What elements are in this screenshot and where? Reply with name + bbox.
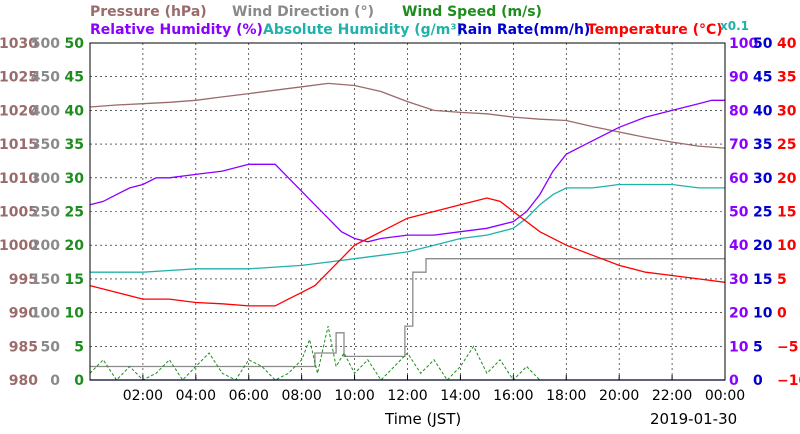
legend-pressure: Pressure (hPa) — [90, 4, 207, 20]
y-tick-pressure: 1020 — [0, 103, 38, 119]
y-tick-pressure: 990 — [9, 306, 38, 322]
x-axis-ticks: 02:00 04:00 06:00 08:00 10:00 12:00 14:00 16:00… — [123, 375, 745, 404]
x-tick-label: 16:00 — [493, 388, 533, 404]
y-tick-temperature: −5 — [777, 339, 798, 355]
x-tick-label: 00:00 — [705, 388, 745, 404]
y-tick-temperature: 5 — [777, 272, 787, 288]
y-tick-rain_rate: 30 — [753, 171, 773, 187]
legend-temperature: Temperature (°C) — [587, 22, 723, 38]
y-tick-humidity: 80 — [729, 103, 749, 119]
y-tick-rain_rate: 10 — [753, 306, 773, 322]
y-tick-rain_rate: 35 — [753, 137, 772, 153]
y-tick-pressure: 1025 — [0, 70, 38, 86]
y-tick-rain_rate: 20 — [753, 238, 773, 254]
x-tick-label: 12:00 — [387, 388, 427, 404]
x-tick-label: 10:00 — [334, 388, 374, 404]
y-tick-wind_direction: 0 — [50, 373, 60, 389]
y-tick-wind_speed: 30 — [65, 171, 85, 187]
y-tick-temperature: 15 — [777, 205, 796, 221]
y-tick-humidity: 40 — [729, 238, 749, 254]
x-tick-label: 08:00 — [281, 388, 321, 404]
y-tick-pressure: 1030 — [0, 36, 38, 52]
y-tick-wind_direction: 450 — [31, 70, 60, 86]
y-tick-wind_direction: 100 — [31, 306, 60, 322]
y-tick-wind_direction: 200 — [31, 238, 60, 254]
y-tick-wind_speed: 45 — [65, 70, 84, 86]
series-absolute-humidity-g-m — [90, 183, 725, 273]
y-tick-temperature: 10 — [777, 238, 797, 254]
x-tick-label: 22:00 — [652, 388, 692, 404]
y-tick-humidity: 60 — [729, 171, 749, 187]
y-tick-rain_rate: 50 — [753, 36, 773, 52]
series-layer — [89, 82, 726, 381]
left-axes: 1030102510201015101010051000995990985980… — [0, 36, 84, 389]
y-tick-wind_speed: 5 — [74, 339, 84, 355]
y-tick-humidity: 20 — [729, 306, 749, 322]
y-tick-pressure: 995 — [9, 272, 38, 288]
y-tick-rain_rate: 15 — [753, 272, 772, 288]
y-tick-wind_direction: 300 — [31, 171, 60, 187]
legend-rain-rate: Rain Rate(mm/h) — [457, 22, 590, 38]
y-tick-pressure: 1005 — [0, 205, 38, 221]
y-tick-temperature: −10 — [777, 373, 800, 389]
y-tick-temperature: 25 — [777, 137, 796, 153]
legend-absolute-humidity: Absolute Humidity (g/m³) — [263, 22, 463, 38]
y-tick-wind_speed: 40 — [65, 103, 85, 119]
y-tick-wind_speed: 35 — [65, 137, 84, 153]
y-tick-wind_speed: 50 — [65, 36, 85, 52]
y-tick-wind_direction: 250 — [31, 205, 60, 221]
y-tick-humidity: 100 — [729, 36, 758, 52]
y-tick-wind_speed: 10 — [65, 306, 85, 322]
y-tick-pressure: 980 — [9, 373, 38, 389]
y-tick-temperature: 40 — [777, 36, 797, 52]
y-tick-rain_rate: 25 — [753, 205, 772, 221]
x-axis-label: Time (JST) — [384, 410, 461, 428]
y-tick-wind_speed: 15 — [65, 272, 84, 288]
date-label: 2019-01-30 — [650, 410, 737, 428]
series-relative-humidity — [89, 99, 725, 243]
x-tick-label: 02:00 — [123, 388, 163, 404]
series-temperature-c — [89, 197, 726, 307]
y-tick-wind_direction: 150 — [31, 272, 60, 288]
y-tick-temperature: 20 — [777, 171, 797, 187]
y-tick-pressure: 1000 — [0, 238, 38, 254]
y-tick-wind_direction: 500 — [31, 36, 60, 52]
x-tick-label: 04:00 — [176, 388, 216, 404]
scale-note: x0.1 — [720, 19, 749, 33]
y-tick-wind_direction: 400 — [31, 103, 60, 119]
x-tick-label: 18:00 — [546, 388, 586, 404]
x-tick-label: 14:00 — [440, 388, 480, 404]
y-tick-wind_direction: 50 — [41, 339, 61, 355]
y-tick-humidity: 90 — [729, 70, 749, 86]
series-wind-direction — [90, 258, 725, 368]
x-tick-label: 20:00 — [599, 388, 639, 404]
series-pressure-hpa — [89, 82, 726, 149]
y-tick-humidity: 30 — [729, 272, 749, 288]
y-tick-humidity: 0 — [729, 373, 739, 389]
y-tick-pressure: 1015 — [0, 137, 38, 153]
y-tick-wind_direction: 350 — [31, 137, 60, 153]
y-tick-humidity: 10 — [729, 339, 749, 355]
y-tick-pressure: 985 — [9, 339, 38, 355]
y-tick-temperature: 30 — [777, 103, 797, 119]
y-tick-wind_speed: 0 — [74, 373, 84, 389]
legend-relative-humidity: Relative Humidity (%) — [90, 22, 263, 38]
y-tick-rain_rate: 0 — [753, 373, 763, 389]
y-tick-rain_rate: 5 — [753, 339, 763, 355]
y-tick-humidity: 70 — [729, 137, 749, 153]
legend-wind-speed: Wind Speed (m/s) — [402, 4, 542, 20]
y-tick-temperature: 0 — [777, 306, 787, 322]
grid — [90, 43, 725, 380]
y-tick-rain_rate: 45 — [753, 70, 772, 86]
y-tick-rain_rate: 40 — [753, 103, 773, 119]
x-tick-label: 06:00 — [229, 388, 269, 404]
y-tick-humidity: 50 — [729, 205, 749, 221]
y-tick-wind_speed: 20 — [65, 238, 85, 254]
y-tick-pressure: 1010 — [0, 171, 38, 187]
y-tick-wind_speed: 25 — [65, 205, 84, 221]
legend-wind-direction: Wind Direction (°) — [232, 4, 374, 20]
right-axes: 1009080706050403020100504540353025201510… — [729, 36, 800, 389]
y-tick-temperature: 35 — [777, 70, 796, 86]
